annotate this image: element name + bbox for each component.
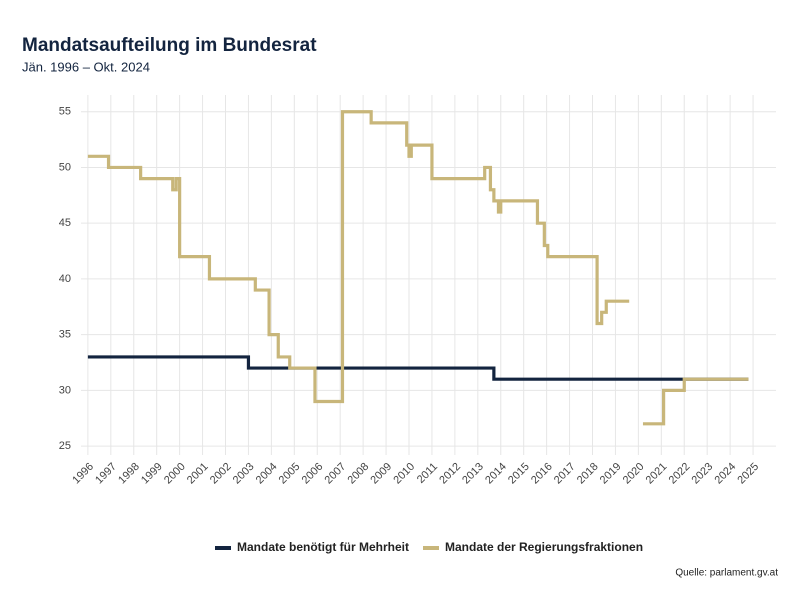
legend-label: Mandate benötigt für Mehrheit	[237, 540, 409, 554]
y-tick-label: 55	[59, 106, 71, 118]
y-tick-label: 30	[59, 384, 71, 396]
source: Quelle: parlament.gv.at	[675, 568, 778, 579]
legend-label: Mandate der Regierungsfraktionen	[445, 540, 643, 554]
y-tick-label: 50	[59, 161, 71, 173]
y-tick-label: 25	[59, 440, 71, 452]
chart-title: Mandatsaufteilung im Bundesrat	[22, 35, 317, 56]
y-tick-label: 35	[59, 329, 71, 341]
series-line	[87, 355, 749, 381]
y-tick-label: 40	[59, 273, 71, 285]
series-line	[87, 110, 630, 404]
y-tick-label: 45	[59, 217, 71, 229]
chart-subtitle: Jän. 1996 – Okt. 2024	[22, 59, 150, 74]
series-line	[642, 377, 749, 426]
